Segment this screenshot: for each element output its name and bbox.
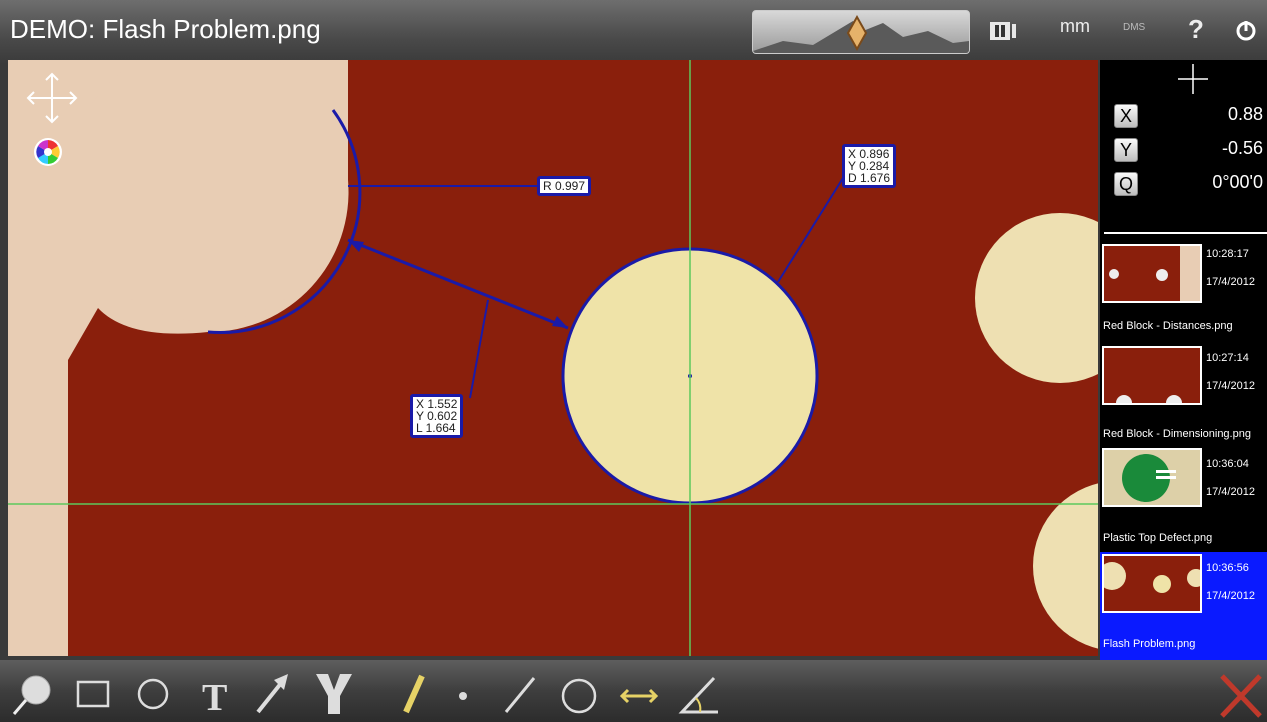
text-icon[interactable]: T <box>190 668 236 718</box>
magnifier-icon[interactable] <box>8 668 54 718</box>
pause-video-icon[interactable] <box>988 20 1022 42</box>
units-toggle[interactable]: mm <box>1060 16 1090 36</box>
color-wheel-icon[interactable] <box>32 136 64 168</box>
history-date: 17/4/2012 <box>1206 380 1255 392</box>
mountain-icon <box>753 14 969 53</box>
history-thumbnail <box>1102 346 1202 405</box>
history-time: 10:36:56 <box>1206 562 1249 574</box>
history-item[interactable]: 10:27:14 17/4/2012 Red Block - Dimension… <box>1100 342 1267 442</box>
circle-icon[interactable] <box>556 668 602 718</box>
divider <box>1104 232 1267 234</box>
image-strip-button[interactable] <box>752 10 970 54</box>
y-readout-button[interactable]: Y <box>1114 138 1138 162</box>
window-title: DEMO: Flash Problem.png <box>10 14 321 44</box>
circle-measurement-label[interactable]: X 0.896 Y 0.284 D 1.676 <box>842 144 897 188</box>
history-name: Plastic Top Defect.png <box>1103 532 1213 544</box>
distance-icon[interactable] <box>616 668 662 718</box>
history-date: 17/4/2012 <box>1206 486 1255 498</box>
pan-move-icon[interactable] <box>24 70 80 126</box>
image-viewport[interactable]: R 0.997 X 0.896 Y 0.284 D 1.676 X 1.552 … <box>8 60 1098 656</box>
y-readout-value: -0.56 <box>1221 138 1263 158</box>
q-readout-button[interactable]: Q <box>1114 172 1138 196</box>
bottom-toolbar: T <box>0 660 1267 722</box>
close-icon[interactable] <box>1216 668 1262 718</box>
crosshair-icon <box>1178 64 1208 94</box>
angle-format-toggle[interactable]: DMS <box>1123 22 1146 33</box>
distance-measurement-label[interactable]: X 1.552 Y 0.602 L 1.664 <box>410 394 464 438</box>
part-image <box>8 60 1098 656</box>
rectangle-select-icon[interactable] <box>70 668 116 718</box>
history-date: 17/4/2012 <box>1206 276 1255 288</box>
history-date: 17/4/2012 <box>1206 590 1255 602</box>
svg-text:T: T <box>202 677 227 718</box>
history-name: Flash Problem.png <box>1103 638 1196 650</box>
history-name: Red Block - Dimensioning.png <box>1103 428 1251 440</box>
history-thumbnail <box>1102 448 1202 507</box>
history-thumbnail <box>1102 554 1202 613</box>
history-time: 10:28:17 <box>1206 248 1249 260</box>
ruler-icon[interactable] <box>392 668 438 718</box>
arrow-icon[interactable] <box>248 668 294 718</box>
point-icon[interactable] <box>440 668 486 718</box>
history-time: 10:36:04 <box>1206 458 1249 470</box>
title-bar: DEMO: Flash Problem.png mm DMS ? <box>0 0 1267 64</box>
fork-icon[interactable] <box>310 668 356 718</box>
right-panel: X 0.88 Y -0.56 Q 0°00'0 10:28:17 17/4/20… <box>1100 60 1267 660</box>
history-item[interactable]: 10:28:17 17/4/2012 Red Block - Distances… <box>1100 240 1267 336</box>
history-name: Red Block - Distances.png <box>1103 320 1233 332</box>
radius-measurement-label[interactable]: R 0.997 <box>537 176 592 196</box>
x-readout-value: 0.88 <box>1227 104 1263 124</box>
history-thumbnail <box>1102 244 1202 303</box>
history-time: 10:27:14 <box>1206 352 1249 364</box>
x-readout-button[interactable]: X <box>1114 104 1138 128</box>
angle-icon[interactable] <box>676 668 722 718</box>
help-button[interactable]: ? <box>1188 14 1204 44</box>
line-icon[interactable] <box>496 668 542 718</box>
history-item[interactable]: 10:36:04 17/4/2012 Plastic Top Defect.pn… <box>1100 448 1267 544</box>
circle-select-icon[interactable] <box>130 668 176 718</box>
q-readout-value: 0°00'0 <box>1212 172 1263 192</box>
history-item-selected[interactable]: 10:36:56 17/4/2012 Flash Problem.png <box>1100 552 1267 660</box>
power-icon[interactable] <box>1234 18 1260 44</box>
